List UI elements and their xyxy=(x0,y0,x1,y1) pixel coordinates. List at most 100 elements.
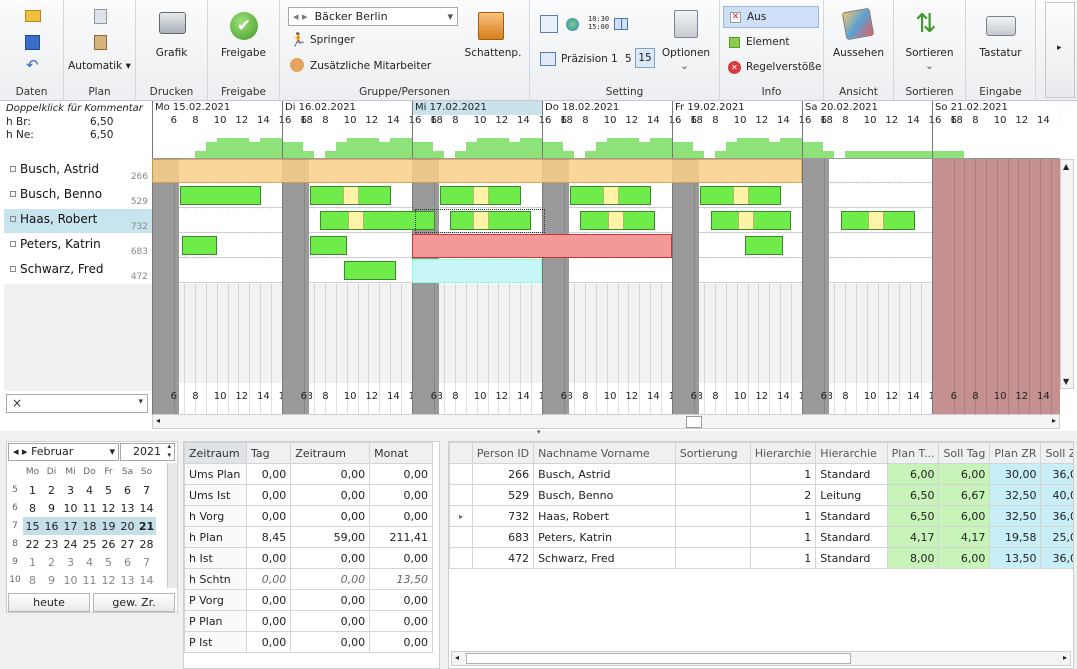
springer-button[interactable]: Springer xyxy=(310,34,355,46)
tastatur-button[interactable]: Tastatur xyxy=(979,47,1022,59)
calendar-day[interactable]: 6 xyxy=(124,555,131,569)
shift-bar[interactable] xyxy=(180,186,262,205)
scroll-left-icon[interactable]: ◂ xyxy=(156,416,161,425)
persons-header[interactable]: Hierarchie xyxy=(815,442,888,464)
day-header[interactable]: Do 18.02.2021 xyxy=(542,101,672,115)
check-icon[interactable]: ✔ xyxy=(230,12,258,40)
checkbox-icon[interactable] xyxy=(10,266,16,272)
checkbox-icon[interactable] xyxy=(10,241,16,247)
calendar-day[interactable]: 4 xyxy=(86,555,93,569)
scroll-right-icon[interactable]: ▸ xyxy=(1062,653,1067,662)
persons-header[interactable]: Person ID xyxy=(471,442,535,464)
calendar-day[interactable]: 1 xyxy=(29,483,36,497)
scroll-thumb[interactable] xyxy=(686,416,702,428)
persons-header[interactable]: Plan T... xyxy=(886,442,940,464)
shift-bar[interactable] xyxy=(310,236,347,255)
day-header[interactable]: Mo 15.02.2021 xyxy=(152,101,282,115)
checkbox-icon[interactable] xyxy=(10,216,16,222)
calendar-day[interactable]: 12 xyxy=(101,501,116,515)
shift-bar[interactable] xyxy=(840,211,916,230)
calendar-day[interactable]: 4 xyxy=(86,483,93,497)
summary-row[interactable]: P Ist 0,00 0,00 0,00 xyxy=(184,631,433,653)
chevron-down-icon[interactable]: ▾ xyxy=(447,10,453,23)
summary-row[interactable]: h Schtn 0,00 0,00 13,50 xyxy=(184,568,433,590)
calendar-day[interactable]: 14 xyxy=(139,573,154,587)
paste-icon[interactable] xyxy=(94,35,107,50)
calendar-day[interactable]: 3 xyxy=(67,555,74,569)
schattenplan-button[interactable]: Schattenp. xyxy=(464,47,522,59)
checkbox-icon[interactable] xyxy=(10,166,16,172)
grafik-button[interactable]: Grafik xyxy=(155,47,188,59)
summary-header[interactable]: Zeitraum xyxy=(290,442,371,464)
persons-header[interactable]: Soll Tag xyxy=(938,442,991,464)
summary-header[interactable]: Monat xyxy=(369,442,433,464)
calendar-day[interactable]: 18 xyxy=(80,517,99,535)
today-button[interactable]: heute xyxy=(8,593,90,612)
person-row[interactable]: 266 Busch, Astrid 1 Standard 6,00 6,00 30,00 36… xyxy=(449,463,1073,485)
vertical-scrollbar[interactable]: ▲ ▼ xyxy=(1060,159,1074,389)
ribbon-scroll-right-button[interactable]: ▸ xyxy=(1045,2,1075,98)
calendar-day[interactable]: 11 xyxy=(82,501,97,515)
calendar-day[interactable]: 9 xyxy=(48,573,55,587)
shift-bar[interactable] xyxy=(579,211,656,230)
summary-row[interactable]: P Plan 0,00 0,00 0,00 xyxy=(184,610,433,632)
calendar-day[interactable]: 28 xyxy=(139,537,154,551)
sortieren-button[interactable]: Sortieren xyxy=(905,47,954,59)
freigabe-button[interactable]: Freigabe xyxy=(221,47,266,59)
day-header[interactable]: Sa 20.02.2021 xyxy=(802,101,932,115)
scroll-thumb[interactable] xyxy=(466,653,851,664)
filter-combobox[interactable]: × ▾ xyxy=(6,394,148,413)
calendar-day[interactable]: 2 xyxy=(48,483,55,497)
checkbox-icon[interactable] xyxy=(10,191,16,197)
automatik-button[interactable]: Automatik ▾ xyxy=(64,60,135,72)
shift-bar[interactable] xyxy=(700,186,782,205)
prev-month-icon[interactable]: ◂ xyxy=(13,445,19,458)
chevron-down-icon[interactable]: ▾ xyxy=(109,445,115,458)
calendar-day[interactable]: 15 xyxy=(23,517,42,535)
chevron-down-icon[interactable]: ⌄ xyxy=(925,60,934,72)
scroll-left-icon[interactable]: ◂ xyxy=(455,653,460,662)
chevron-down-icon[interactable]: ⌄ xyxy=(680,60,689,72)
summary-header[interactable]: Zeitraum xyxy=(184,442,247,464)
time-format-icon[interactable]: 10:30 15:00 xyxy=(588,15,610,31)
summary-row[interactable]: P Vorg 0,00 0,00 0,00 xyxy=(184,589,433,611)
chevron-down-icon[interactable]: ▾ xyxy=(138,397,143,407)
calendar-day[interactable]: 16 xyxy=(42,517,61,535)
summary-row[interactable]: h Plan 8,45 59,00 211,41 xyxy=(184,526,433,548)
selected-period-button[interactable]: gew. Zr. xyxy=(93,593,175,612)
employee-row[interactable]: Haas, Robert 732 xyxy=(4,209,152,234)
shadow-plan-icon[interactable] xyxy=(478,12,504,40)
calendar-day[interactable]: 8 xyxy=(29,501,36,515)
summary-row[interactable]: Ums Ist 0,00 0,00 0,00 xyxy=(184,484,433,506)
calendar-day[interactable]: 27 xyxy=(120,537,135,551)
absence-band[interactable] xyxy=(152,159,802,183)
spin-icon[interactable]: ▴ ▾ xyxy=(167,442,171,459)
calendar-day[interactable]: 17 xyxy=(61,517,80,535)
person-row[interactable]: 472 Schwarz, Fred 1 Standard 8,00 6,00 13,50 36… xyxy=(449,547,1073,569)
calendar-day[interactable]: 14 xyxy=(139,501,154,515)
employee-row[interactable]: Peters, Katrin 683 xyxy=(4,234,152,259)
calendar-day[interactable]: 8 xyxy=(29,573,36,587)
rule-violation-band[interactable] xyxy=(412,234,672,258)
summary-row[interactable]: Ums Plan 0,00 0,00 0,00 xyxy=(184,463,433,485)
employee-row[interactable]: Busch, Astrid 266 xyxy=(4,159,152,184)
info-element-option[interactable]: Element xyxy=(746,36,790,48)
precision-1-button[interactable]: 1 xyxy=(611,53,618,65)
person-row[interactable]: 683 Peters, Katrin 1 Standard 4,17 4,17 19,58 2… xyxy=(449,526,1073,548)
calendar-day[interactable]: 7 xyxy=(143,555,150,569)
calendar-day[interactable]: 12 xyxy=(101,573,116,587)
save-icon[interactable] xyxy=(25,35,40,50)
shift-bar[interactable] xyxy=(182,236,217,255)
horizontal-scrollbar[interactable]: ◂ ▸ xyxy=(152,414,1060,429)
calendar-day[interactable]: 23 xyxy=(44,537,59,551)
person-row[interactable]: ▸ 732 Haas, Robert 1 Standard 6,50 6,00 32,50 36… xyxy=(449,505,1073,527)
calendar-day[interactable]: 24 xyxy=(63,537,78,551)
zusaetzliche-mitarbeiter-button[interactable]: Zusätzliche Mitarbeiter xyxy=(310,60,432,72)
clear-filter-icon[interactable]: × xyxy=(12,396,23,410)
palette-icon[interactable] xyxy=(841,7,875,41)
calendar-scrollbar[interactable] xyxy=(167,463,177,588)
day-header[interactable]: So 21.02.2021 xyxy=(932,101,1060,115)
next-month-icon[interactable]: ▸ xyxy=(22,445,28,458)
day-header[interactable]: Di 16.02.2021 xyxy=(282,101,412,115)
